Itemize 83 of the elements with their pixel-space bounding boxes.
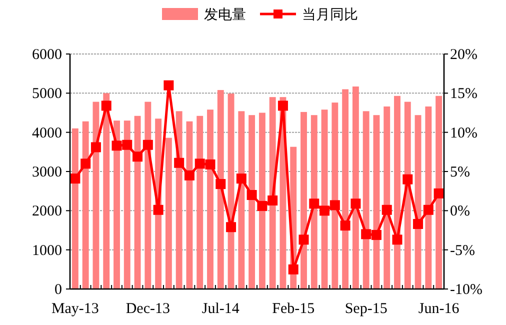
bar [196,116,204,289]
bar [217,90,224,289]
y-tick-label: 0 [54,282,62,298]
bar [144,102,152,289]
y2-tick-label: 5% [450,164,470,180]
y2-tick-label: 15% [450,86,478,102]
y2-tick-label: 20% [450,47,478,63]
bar [436,96,442,289]
x-tick-label: Jul-14 [202,301,240,317]
y2-tick-label: 0% [450,204,470,220]
point [174,158,184,168]
point [340,220,350,231]
point [90,142,101,152]
point [236,174,246,184]
point [132,152,143,162]
point [80,158,91,169]
y-tick-label: 1000 [32,242,62,259]
point [434,188,444,198]
point [142,140,153,150]
y-tick-label: 3000 [32,164,62,180]
point [246,190,257,200]
point [184,170,194,180]
legend-label: 当月同比 [302,7,358,23]
bar [114,120,120,289]
bar [352,86,359,289]
bar [248,115,256,289]
x-tick-label: Feb-15 [272,301,315,317]
point [205,159,216,170]
y-tick-label: 4000 [32,125,62,142]
point [216,179,226,190]
point [257,200,268,211]
point [350,198,361,209]
point [423,204,434,215]
point [278,100,288,111]
legend-label: 发电量 [204,7,246,23]
bar [384,106,390,289]
bar [425,106,432,289]
x-tick-label: Jun-16 [418,301,460,317]
point [413,218,424,229]
bar [300,112,307,289]
bar [103,93,110,289]
point [101,100,112,111]
point [402,174,413,184]
x-tick-label: May-13 [51,301,99,317]
bar [176,111,182,289]
point [361,229,372,240]
bar [124,120,130,289]
point [309,198,320,209]
bar [404,102,411,289]
bar [258,112,266,289]
point [268,195,278,206]
y2-tick-label: -10% [450,282,482,298]
point [226,222,236,232]
bar [238,111,245,289]
y-tick-label: 2000 [32,204,62,220]
bar [362,111,370,289]
bar [165,138,172,289]
point [288,264,298,274]
y2-tick-label: 10% [450,125,478,142]
point [298,234,309,245]
bar [310,115,318,289]
point [194,158,205,169]
bar [82,121,89,289]
x-tick-label: Dec-13 [126,301,170,317]
point [330,200,340,210]
point [122,140,132,150]
point [371,230,382,240]
x-tick-label: Sep-15 [344,301,388,317]
point [112,140,122,151]
point [70,174,80,184]
y-tick-label: 6000 [32,47,62,63]
bar [394,96,400,289]
y2-tick-label: -5% [450,242,475,259]
point [164,80,174,90]
point [320,206,330,216]
bar [332,102,338,289]
point [382,204,392,215]
point [153,204,164,215]
bar [207,110,214,289]
bar [72,128,78,289]
bar [342,89,349,289]
y-tick-label: 5000 [32,86,62,102]
point [392,234,402,245]
